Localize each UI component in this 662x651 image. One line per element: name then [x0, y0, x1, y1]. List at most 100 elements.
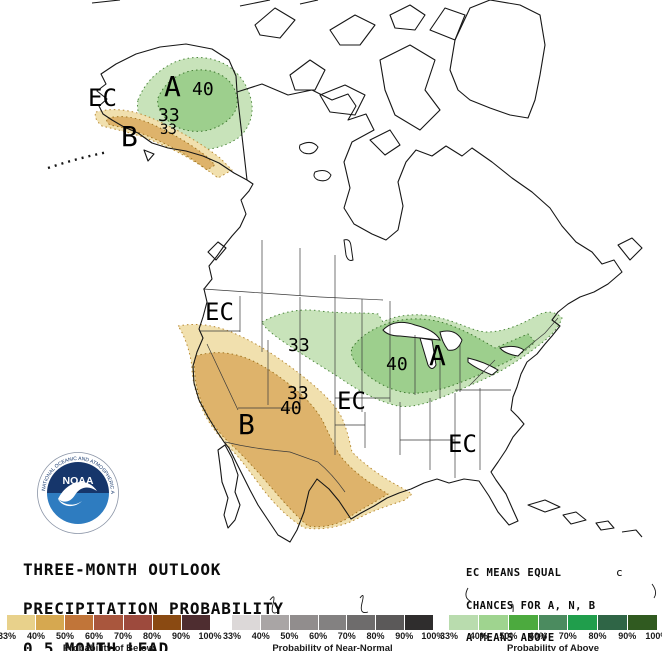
region-below-alaska-40: [106, 116, 216, 171]
label-a-alaska: A: [164, 70, 181, 103]
label-40-midwest: 40: [386, 354, 408, 375]
label-ec-southeast: EC: [448, 430, 477, 458]
colorbar-segment: [628, 615, 658, 630]
lake-erie: [467, 357, 499, 376]
colorbar-tick-label: 50%: [280, 631, 299, 641]
colorbar-near-normal: 33% 40% 50% 60% 70% 80% 90% 100% Probability of…: [223, 615, 444, 651]
great-lakes: [299, 141, 525, 376]
lake-ontario: [499, 345, 525, 357]
colorbar-near-normal-ticks: 33% 40% 50% 60% 70% 80% 90% 100%: [220, 631, 445, 641]
colorbar-tick-label: 80%: [142, 631, 161, 641]
lake-huron: [439, 330, 463, 351]
legend-key-block: EC MEANS EQUAL CHANCES FOR A, N, B A MEA…: [466, 546, 596, 651]
colorbar-segment: [289, 615, 318, 630]
colorbar-tick-label: 40%: [251, 631, 270, 641]
arctic-islands: [254, 4, 466, 156]
colorbar-above-caption: Probability of Above: [506, 643, 600, 651]
region-below-southwest-40: [193, 352, 389, 528]
colorbar-segment: [7, 615, 36, 630]
label-33-alaska-coast: 33: [160, 122, 177, 138]
colorbar-tick-label: 33%: [222, 631, 241, 641]
label-ec-plains: EC: [337, 387, 366, 415]
top-edge-islands: [91, 0, 319, 7]
label-b-alaska: B: [121, 120, 138, 153]
colorbar-segment: [376, 615, 405, 630]
colorbar-segment: [347, 615, 376, 630]
colorbar-tick-label: 80%: [588, 631, 607, 641]
colorbar-segment: [405, 615, 434, 630]
noaa-bird-icon: [58, 481, 97, 502]
noaa-globe-top: [47, 462, 109, 493]
colorbar-tick-label: 60%: [529, 631, 548, 641]
colorbar-below-caption: Probability of Below: [62, 643, 155, 651]
colorbar-tick-label: 90%: [395, 631, 414, 641]
state-borders: [199, 240, 559, 493]
colorbar-above: 33% 40% 50% 60% 70% 80% 90% 100% Probability of…: [440, 615, 662, 651]
legend-line-3: A MEANS ABOVE: [466, 632, 555, 645]
colorbar-segment: [318, 615, 347, 630]
colorbar-segment: [508, 615, 538, 630]
title-block: THREE-MONTH OUTLOOK PRECIPITATION PROBAB…: [23, 536, 284, 651]
colorbar-near-normal-swatches: [232, 615, 434, 630]
colorbar-segment: [232, 615, 260, 630]
colorbar-tick-label: 33%: [439, 631, 458, 641]
colorbar-segment: [449, 615, 478, 630]
noaa-logo: NATIONAL OCEANIC AND ATMOSPHERIC ADMINIS…: [37, 452, 119, 534]
colorbar-segment: [123, 615, 152, 630]
region-above-midwest-40: [350, 318, 536, 394]
colorbar-tick-label: 80%: [366, 631, 385, 641]
colorbar-tick-label: 100%: [645, 631, 662, 641]
coastlines: [47, 0, 657, 614]
label-40-southwest: 40: [280, 398, 302, 419]
colorbar-tick-label: 33%: [0, 631, 16, 641]
colorbar-above-ticks: 33% 40% 50% 60% 70% 80% 90% 100%: [437, 631, 662, 641]
label-33-midwest: 33: [288, 335, 310, 356]
colorbar-below: 33% 40% 50% 60% 70% 80% 90% 100% Probability of…: [0, 615, 222, 651]
colorbar-tick-label: 100%: [198, 631, 222, 641]
label-ec-pacific-nw: EC: [205, 298, 234, 326]
colorbar-segment: [181, 615, 210, 630]
probability-regions: [94, 57, 563, 530]
minor-islands: [143, 149, 643, 261]
caribbean-islands: [527, 499, 643, 538]
colorbar-below-swatches: [7, 615, 210, 630]
label-b-southwest: B: [238, 408, 255, 441]
baja-peninsula: [217, 444, 241, 529]
colorbar-tick-label: 50%: [55, 631, 74, 641]
lake-michigan: [419, 337, 437, 369]
colorbar-below-ticks: 33% 40% 50% 60% 70% 80% 90% 100%: [0, 631, 222, 641]
alaska-canada-border: [236, 91, 248, 181]
map-labels: EC A 40 33 33 B EC 33 40 A 33 40 B EC EC…: [88, 70, 623, 579]
title-line-3: 0.5 MONTH LEAD: [23, 639, 170, 651]
colorbar-tick-label: 60%: [309, 631, 328, 641]
region-above-alaska-40: [157, 69, 238, 132]
colorbar-tick-label: 50%: [499, 631, 518, 641]
colorbar-tick-label: 100%: [421, 631, 445, 641]
lake-superior: [382, 321, 441, 341]
aleutian-islands: [47, 150, 109, 170]
label-33-alaska: 33: [158, 105, 180, 126]
label-stray-c: c: [616, 566, 623, 579]
colorbar-tick-label: 70%: [113, 631, 132, 641]
canadian-lakes: [299, 141, 354, 261]
label-a-midwest: A: [429, 339, 446, 372]
label-33-southwest: 33: [287, 383, 309, 404]
legend-strip-map-fragments: [269, 583, 657, 614]
colorbar-segment: [568, 615, 598, 630]
colorbar-tick-label: 90%: [618, 631, 637, 641]
mainland-outline: [96, 43, 623, 543]
colorbar-segment: [260, 615, 289, 630]
colorbar-tick-label: 70%: [558, 631, 577, 641]
colorbar-tick-label: 90%: [171, 631, 190, 641]
colorbar-near-normal-caption: Probability of Near-Normal: [272, 643, 393, 651]
colorbar-segment: [36, 615, 65, 630]
colorbar-segment: [538, 615, 568, 630]
colorbar-tick-label: 70%: [337, 631, 356, 641]
label-ec-bering: EC: [88, 84, 117, 112]
colorbar-above-swatches: [449, 615, 658, 630]
colorbar-segment: [152, 615, 181, 630]
colorbar-tick-label: 40%: [469, 631, 488, 641]
label-40-alaska: 40: [192, 79, 214, 100]
